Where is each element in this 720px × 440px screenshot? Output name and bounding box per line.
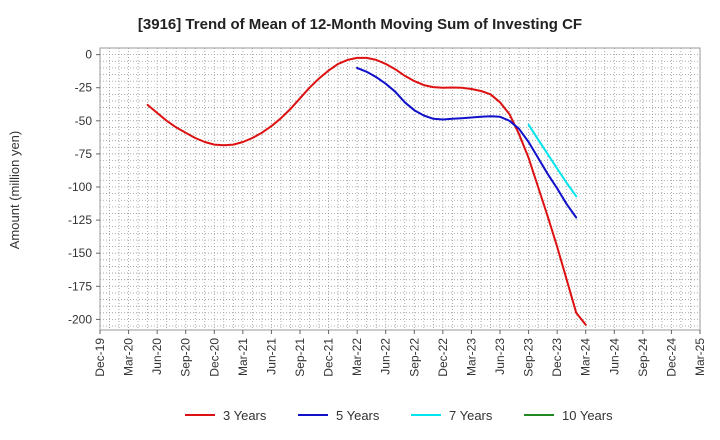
x-tick-label: Dec-20 xyxy=(207,338,221,377)
plot-frame xyxy=(99,47,701,331)
x-tick-label: Mar-20 xyxy=(122,338,136,376)
x-tick-label: Mar-21 xyxy=(236,338,250,376)
y-tick-label: -75 xyxy=(75,147,93,161)
x-tick-label: Sep-22 xyxy=(407,338,421,377)
y-tick-label: -125 xyxy=(68,213,92,227)
series-line-3-years xyxy=(146,56,587,326)
x-tick-label: Dec-19 xyxy=(93,338,107,377)
y-tick-label: -100 xyxy=(68,180,92,194)
x-tick-label: Mar-23 xyxy=(464,338,478,376)
y-tick-label: -175 xyxy=(68,279,92,293)
legend: 3 Years 5 Years 7 Years 10 Years xyxy=(185,408,613,423)
series-line-7-years xyxy=(527,123,578,198)
chart-title: [3916] Trend of Mean of 12-Month Moving … xyxy=(138,16,582,33)
x-tick-label: Dec-21 xyxy=(322,338,336,377)
legend-label-7-years: 7 Years xyxy=(449,408,493,423)
x-tick-label: Sep-20 xyxy=(179,338,193,377)
y-tick-label: 0 xyxy=(85,48,92,62)
y-tick-label: -150 xyxy=(68,246,92,260)
legend-label-3-years: 3 Years xyxy=(223,408,267,423)
series-line-5-years xyxy=(356,66,578,219)
x-tick-label: Dec-22 xyxy=(436,338,450,377)
x-tick-label: Dec-24 xyxy=(664,338,678,377)
y-axis-title: Amount (million yen) xyxy=(7,131,22,250)
x-tick-label: Dec-23 xyxy=(550,338,564,377)
x-tick-label: Jun-23 xyxy=(493,338,507,375)
x-tick-label: Sep-21 xyxy=(293,338,307,377)
y-tick-label: -25 xyxy=(75,81,93,95)
x-tick-label: Jun-20 xyxy=(150,338,164,375)
x-tick-label: Jun-21 xyxy=(264,338,278,375)
y-tick-label: -200 xyxy=(68,312,92,326)
x-tick-label: Mar-25 xyxy=(693,338,707,376)
x-tick-label: Jun-22 xyxy=(379,338,393,375)
legend-label-5-years: 5 Years xyxy=(336,408,380,423)
x-tick-label: Sep-23 xyxy=(522,338,536,377)
legend-label-10-years: 10 Years xyxy=(562,408,613,423)
x-tick-label: Jun-24 xyxy=(607,338,621,375)
x-tick-label: Sep-24 xyxy=(636,338,650,377)
x-tick-label: Mar-22 xyxy=(350,338,364,376)
x-tick-label: Mar-24 xyxy=(579,338,593,376)
y-tick-label: -50 xyxy=(75,114,93,128)
